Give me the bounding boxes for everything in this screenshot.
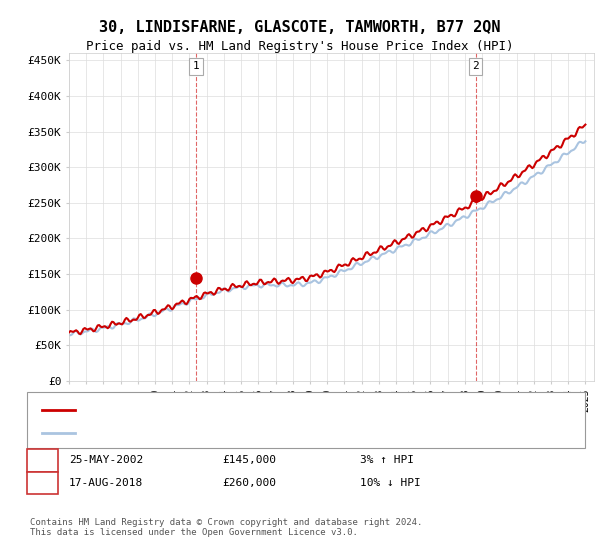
Text: 1: 1 — [193, 62, 199, 71]
Text: £145,000: £145,000 — [222, 455, 276, 465]
Text: 17-AUG-2018: 17-AUG-2018 — [69, 478, 143, 488]
Text: HPI: Average price, detached house, Tamworth: HPI: Average price, detached house, Tamw… — [84, 427, 359, 437]
Text: 30, LINDISFARNE, GLASCOTE, TAMWORTH, B77 2QN (detached house): 30, LINDISFARNE, GLASCOTE, TAMWORTH, B77… — [84, 405, 465, 415]
Text: 1: 1 — [39, 455, 46, 465]
Text: 10% ↓ HPI: 10% ↓ HPI — [360, 478, 421, 488]
Text: 3% ↑ HPI: 3% ↑ HPI — [360, 455, 414, 465]
Text: 30, LINDISFARNE, GLASCOTE, TAMWORTH, B77 2QN: 30, LINDISFARNE, GLASCOTE, TAMWORTH, B77… — [99, 20, 501, 35]
Text: Contains HM Land Registry data © Crown copyright and database right 2024.
This d: Contains HM Land Registry data © Crown c… — [30, 518, 422, 538]
Text: 2: 2 — [472, 62, 479, 71]
Text: £260,000: £260,000 — [222, 478, 276, 488]
Text: 2: 2 — [39, 478, 46, 488]
Text: 25-MAY-2002: 25-MAY-2002 — [69, 455, 143, 465]
Text: Price paid vs. HM Land Registry's House Price Index (HPI): Price paid vs. HM Land Registry's House … — [86, 40, 514, 53]
